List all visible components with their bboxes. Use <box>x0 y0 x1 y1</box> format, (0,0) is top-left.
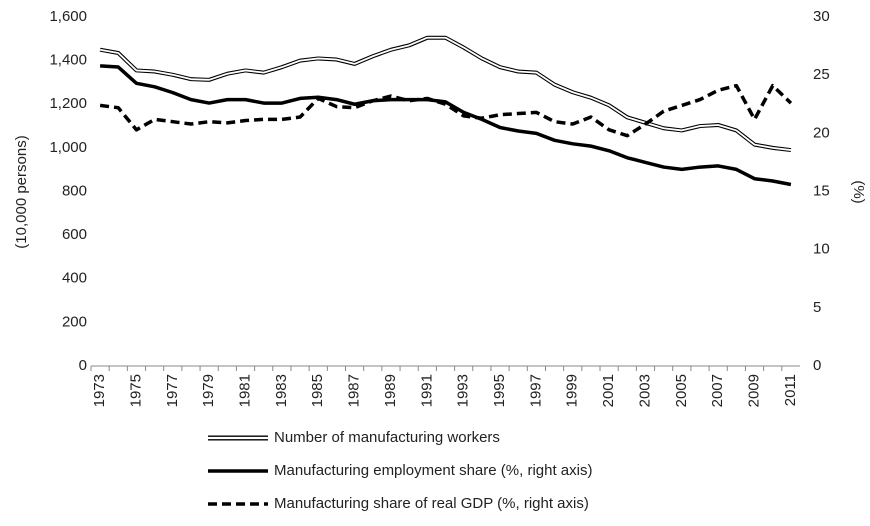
x-tick-label: 1985 <box>309 374 326 407</box>
x-tick-label: 2009 <box>746 374 763 407</box>
x-tick-label: 1983 <box>273 374 290 407</box>
x-tick-label: 1979 <box>200 374 217 407</box>
y-tick-label: 600 <box>62 226 87 243</box>
y2-axis-label: (%) <box>850 180 867 203</box>
y2-tick-label: 0 <box>813 357 821 374</box>
y-tick-label: 400 <box>62 270 87 287</box>
x-tick-label: 1975 <box>127 374 144 407</box>
x-tick-label: 1987 <box>346 374 363 407</box>
y2-tick-label: 5 <box>813 299 821 316</box>
line <box>99 36 792 151</box>
line <box>99 83 793 138</box>
x-tick-label: 1997 <box>527 374 544 407</box>
y-tick-label: 800 <box>62 182 87 199</box>
y2-tick-label: 25 <box>813 66 830 83</box>
y-tick-label: 1,200 <box>49 95 87 112</box>
x-tick-label: 2005 <box>673 374 690 407</box>
x-tick-label: 1995 <box>491 374 508 407</box>
y-axis-label: (10,000 persons) <box>13 135 30 248</box>
legend-label: Number of manufacturing workers <box>274 429 500 446</box>
y-tick-label: 1,600 <box>49 8 87 25</box>
line <box>99 64 792 187</box>
y2-tick-label: 20 <box>813 124 830 141</box>
y-tick-label: 200 <box>62 313 87 330</box>
y-tick-label: 1,000 <box>49 139 87 156</box>
y2-tick-label: 15 <box>813 182 830 199</box>
y-tick-label: 0 <box>79 357 87 374</box>
x-tick-label: 1973 <box>91 374 108 407</box>
x-tick-label: 1981 <box>236 374 253 407</box>
x-tick-label: 2011 <box>782 374 799 406</box>
x-tick-label: 1989 <box>382 374 399 407</box>
y2-tick-label: 10 <box>813 241 830 258</box>
x-tick-label: 1993 <box>455 374 472 407</box>
line-outline <box>99 35 792 153</box>
legend-label: Manufacturing employment share (%, right… <box>274 462 592 479</box>
x-tick-label: 2007 <box>709 374 726 407</box>
x-tick-label: 2003 <box>636 374 653 407</box>
x-tick-label: 2001 <box>600 374 617 407</box>
x-tick-label: 1991 <box>418 374 435 407</box>
legend-label: Manufacturing share of real GDP (%, righ… <box>274 495 589 512</box>
y-tick-label: 1,400 <box>49 52 87 69</box>
x-tick-label: 1999 <box>564 374 581 407</box>
y2-tick-label: 30 <box>813 8 830 25</box>
x-tick-label: 1977 <box>164 374 181 407</box>
